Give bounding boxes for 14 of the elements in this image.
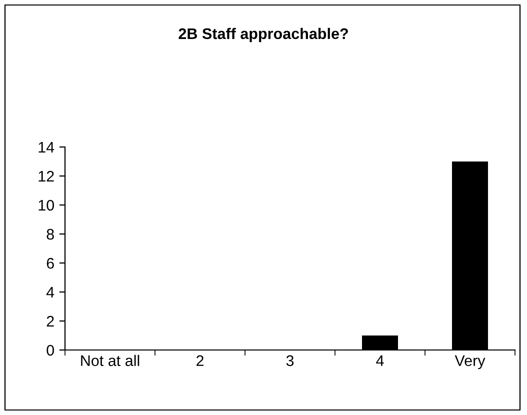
y-tick-label: 14 <box>38 142 54 153</box>
y-tick-label: 12 <box>38 170 54 182</box>
y-tick-label: 4 <box>46 287 54 298</box>
chart-title: 2B Staff approachable? <box>178 28 348 42</box>
y-tick-label: 2 <box>46 316 54 327</box>
y-tick-label: 0 <box>46 344 54 356</box>
x-tick-label: 3 <box>286 355 294 366</box>
y-tick-label: 8 <box>46 228 54 240</box>
x-tick-label: 2 <box>196 355 204 366</box>
y-tick-label: 10 <box>38 200 54 211</box>
x-tick-label: Very <box>454 355 486 370</box>
y-tick-label: 6 <box>46 258 54 269</box>
x-tick-label: 4 <box>376 355 384 366</box>
x-tick-label: Not at all <box>81 354 140 366</box>
